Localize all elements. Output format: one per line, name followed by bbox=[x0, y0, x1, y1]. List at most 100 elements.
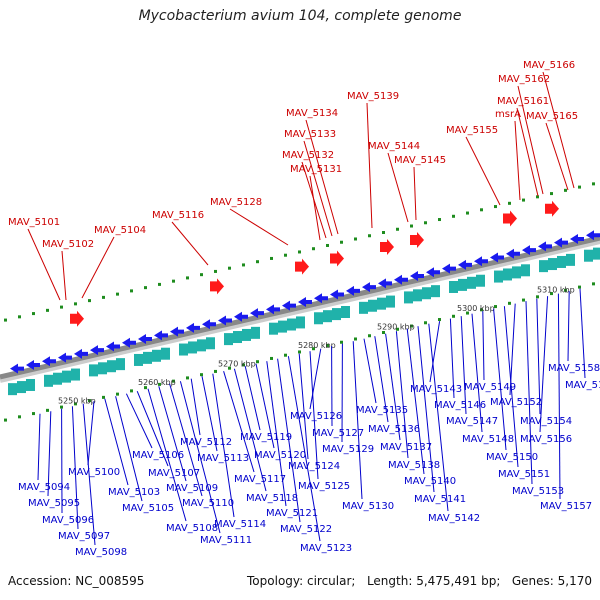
reverse-gene-label: MAV_5150 bbox=[486, 452, 538, 463]
upper-tick-mark bbox=[494, 205, 497, 209]
reverse-gene-label: MAV_5149 bbox=[464, 382, 516, 393]
reverse-label-leader bbox=[266, 361, 287, 507]
reverse-gene-arrow bbox=[458, 259, 472, 270]
reverse-gene-label: MAV_5096 bbox=[42, 515, 94, 526]
gene-block bbox=[413, 289, 422, 302]
reverse-label-leader bbox=[429, 321, 441, 383]
upper-tick-mark bbox=[144, 286, 147, 290]
reverse-gene-label: MAV_5100 bbox=[68, 467, 120, 478]
lower-tick-mark bbox=[130, 389, 133, 393]
reverse-label-leader bbox=[244, 366, 261, 431]
scale-tick-label: 5250 kbp bbox=[58, 397, 96, 406]
reverse-gene-arrow bbox=[122, 337, 136, 348]
upper-tick-mark bbox=[578, 185, 581, 189]
lower-tick-mark bbox=[382, 331, 385, 335]
lower-tick-mark bbox=[466, 311, 469, 315]
reverse-gene-label: MAV_5140 bbox=[404, 476, 456, 487]
lower-tick-mark bbox=[284, 353, 287, 357]
reverse-gene-arrow bbox=[362, 282, 376, 293]
reverse-gene-label: MAV_5148 bbox=[462, 434, 514, 445]
upper-tick-mark bbox=[214, 269, 217, 273]
upper-tick-mark bbox=[256, 260, 259, 264]
backbone-shadow bbox=[0, 238, 600, 383]
upper-tick-mark bbox=[508, 201, 511, 205]
forward-gene-label: MAV_5102 bbox=[42, 239, 94, 250]
reverse-label-leader bbox=[87, 401, 95, 466]
reverse-gene-label: MAV_5120 bbox=[254, 450, 306, 461]
reverse-gene-arrow bbox=[538, 241, 552, 252]
reverse-label-leader bbox=[428, 323, 449, 512]
lower-tick-mark bbox=[298, 350, 301, 354]
reverse-label-leader bbox=[212, 373, 235, 518]
gene-block bbox=[53, 372, 62, 385]
lower-tick-mark bbox=[438, 318, 441, 322]
scale-tick-label: 5290 kbp bbox=[377, 323, 415, 332]
forward-label-leader bbox=[303, 140, 333, 237]
reverse-gene-arrow bbox=[90, 345, 104, 356]
upper-tick-mark bbox=[298, 250, 301, 254]
reverse-label-leader bbox=[525, 301, 533, 485]
reverse-label-leader bbox=[406, 328, 425, 475]
upper-tick-mark bbox=[368, 234, 371, 238]
reverse-gene-arrow bbox=[42, 356, 56, 367]
upper-tick-mark bbox=[354, 237, 357, 241]
reverse-label-leader bbox=[460, 316, 467, 415]
reverse-gene-label: MAV_5136 bbox=[368, 424, 420, 435]
lower-tick-mark bbox=[116, 392, 119, 396]
reverse-gene-label: MAV_5143 bbox=[410, 384, 462, 395]
reverse-gene-label: MAV_5107 bbox=[148, 468, 200, 479]
reverse-gene-arrow bbox=[522, 245, 536, 256]
gene-block bbox=[152, 349, 161, 362]
reverse-gene-arrow bbox=[330, 289, 344, 300]
reverse-gene-arrow bbox=[154, 330, 168, 341]
upper-tick-mark bbox=[228, 266, 231, 270]
reverse-gene-label: MAV_5141 bbox=[414, 494, 466, 505]
reverse-gene-label: MAV_5160 bbox=[565, 380, 600, 391]
reverse-gene-label: MAV_5095 bbox=[28, 498, 80, 509]
lower-tick-mark bbox=[550, 292, 553, 296]
gene-block bbox=[206, 337, 215, 350]
gene-block bbox=[467, 276, 476, 289]
forward-label-leader bbox=[517, 85, 544, 195]
reverse-label-leader bbox=[509, 303, 516, 396]
reverse-gene-label: MAV_5127 bbox=[312, 428, 364, 439]
reverse-gene-arrow bbox=[394, 274, 408, 285]
lower-tick-mark bbox=[144, 386, 147, 390]
reverse-label-leader bbox=[449, 318, 455, 399]
gene-block bbox=[386, 295, 395, 308]
reverse-gene-label: MAV_5138 bbox=[388, 460, 440, 471]
upper-tick-mark bbox=[46, 308, 49, 312]
lower-tick-mark bbox=[46, 408, 49, 412]
forward-gene-label: MAV_5139 bbox=[347, 91, 399, 102]
gene-block bbox=[179, 343, 188, 356]
forward-label-leader bbox=[387, 152, 409, 223]
lower-tick-mark bbox=[410, 324, 413, 328]
reverse-gene-arrow bbox=[554, 237, 568, 248]
forward-label-leader bbox=[514, 120, 521, 201]
gene-block bbox=[521, 264, 530, 277]
lower-tick-mark bbox=[102, 395, 105, 399]
reverse-gene-label: MAV_5118 bbox=[246, 493, 298, 504]
reverse-label-leader bbox=[169, 383, 203, 497]
lower-tick-mark bbox=[326, 343, 329, 347]
upper-tick-mark bbox=[186, 276, 189, 280]
reverse-label-leader bbox=[363, 338, 377, 404]
reverse-gene-label: MAV_5137 bbox=[380, 442, 432, 453]
reverse-label-leader bbox=[298, 353, 309, 460]
reverse-gene-arrow bbox=[346, 285, 360, 296]
reverse-gene-arrow bbox=[378, 278, 392, 289]
gene-block bbox=[548, 258, 557, 271]
reverse-label-leader bbox=[395, 331, 409, 459]
reverse-gene-arrow bbox=[218, 315, 232, 326]
forward-gene-label: MAV_5134 bbox=[286, 108, 338, 119]
gene-block bbox=[332, 308, 341, 321]
reverse-gene-label: MAV_5105 bbox=[122, 503, 174, 514]
reverse-gene-label: MAV_5112 bbox=[180, 437, 232, 448]
lower-tick-mark bbox=[88, 399, 91, 403]
reverse-gene-label: MAV_5130 bbox=[342, 501, 394, 512]
upper-tick-mark bbox=[242, 263, 245, 267]
reverse-gene-label: MAV_5113 bbox=[197, 453, 249, 464]
reverse-gene-label: MAV_5126 bbox=[290, 411, 342, 422]
reverse-gene-label: MAV_5110 bbox=[182, 498, 234, 509]
reverse-label-leader bbox=[255, 363, 275, 449]
